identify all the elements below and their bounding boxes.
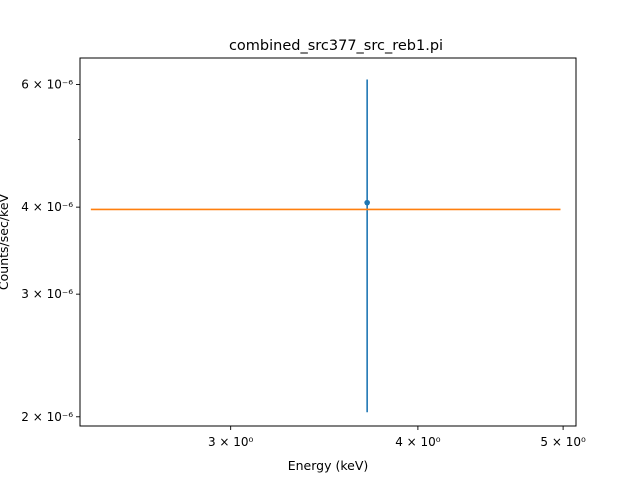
y-axis-label: Counts/sec/keV [0,193,11,290]
x-axis-ticks: 3 × 10⁰ 4 × 10⁰ 5 × 10⁰ [208,426,586,449]
y-axis-ticks: 2 × 10⁻⁶ 3 × 10⁻⁶ 4 × 10⁻⁶ 6 × 10⁻⁶ [21,78,80,424]
x-tick-label: 5 × 10⁰ [540,435,586,449]
x-tick-label: 3 × 10⁰ [208,435,254,449]
plot-frame [79,57,577,427]
chart-title: combined_src377_src_reb1.pi [229,38,443,54]
x-tick-label: 4 × 10⁰ [395,435,441,449]
plot-marks [90,79,561,413]
y-tick-label: 6 × 10⁻⁶ [21,78,73,92]
data-point [364,199,370,206]
y-tick-label: 3 × 10⁻⁶ [21,287,73,301]
x-axis-label: Energy (keV) [288,458,369,473]
y-tick-label: 2 × 10⁻⁶ [21,410,73,424]
y-tick-label: 4 × 10⁻⁶ [21,200,73,214]
